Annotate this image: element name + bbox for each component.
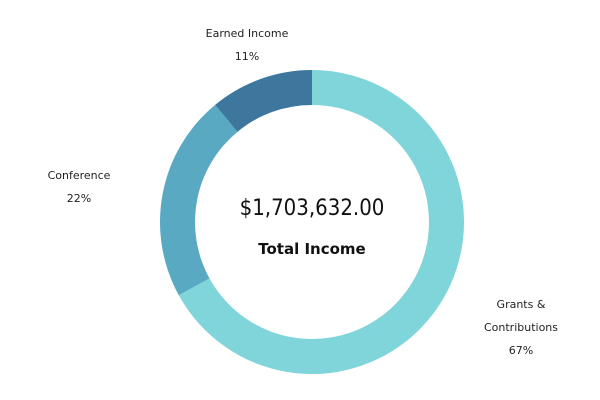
slice-percent: 11% [234, 50, 260, 63]
slice-name-line2: Contributions [483, 321, 559, 334]
slice-label-grants-contributions: Grants & Contributions 67% [484, 293, 558, 362]
slice-label-conference: Conference 22% [48, 164, 111, 210]
slice-name: Grants & [496, 298, 546, 311]
slice-label-earned-income: Earned Income 11% [206, 22, 289, 68]
slice-percent: 67% [508, 344, 534, 357]
slice-name: Conference [47, 169, 111, 182]
slice-percent: 22% [66, 192, 92, 205]
total-amount: $1,703,632.00 [239, 196, 385, 221]
donut-slice-earned-income [215, 70, 312, 132]
total-label: Total Income [258, 240, 366, 258]
slice-name: Earned Income [205, 27, 289, 40]
donut-slice-conference [160, 104, 238, 296]
